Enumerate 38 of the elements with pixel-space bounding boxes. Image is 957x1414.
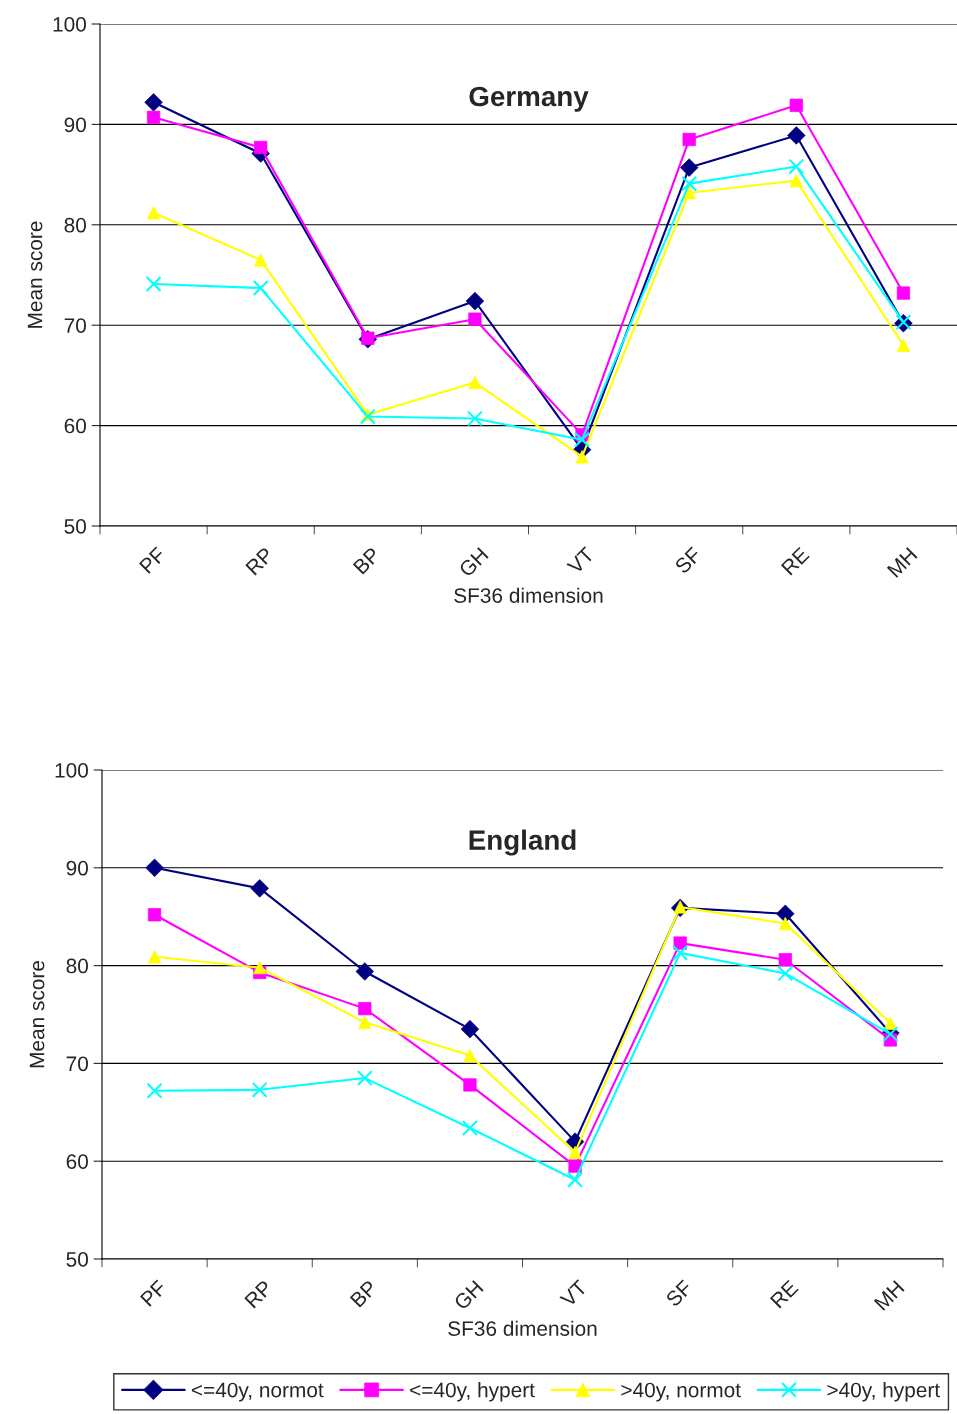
x-tick-label: MH (886, 547, 918, 578)
x-tick-label: SF (673, 546, 702, 575)
x-tick-label: PF (140, 1279, 168, 1307)
x-tick-label: SF (664, 1279, 693, 1308)
y-tick-label: 90 (66, 860, 88, 876)
text: Germany (469, 86, 589, 112)
x-tick-label: RP (245, 546, 274, 576)
x-tick-label: PF (139, 546, 167, 574)
y-tick-label: 60 (64, 418, 86, 434)
y-tick-label: 100 (55, 763, 88, 778)
x-tick-label: RP (244, 1279, 273, 1309)
y-tick-label: 50 (66, 1252, 88, 1267)
y-tick-label: 60 (66, 1154, 88, 1169)
y-axis-title: Mean score (27, 221, 43, 328)
x-tick-label: RE (780, 546, 810, 576)
x-tick-label: GH (458, 547, 489, 578)
y-tick-label: 80 (64, 217, 86, 233)
x-tick-label: VT (559, 1279, 588, 1308)
x-tick-label: VT (566, 546, 595, 575)
legend-label: <=40y, hypert (410, 1382, 535, 1402)
y-axis-title: Mean score (29, 961, 45, 1068)
x-tick-label: RE (769, 1279, 799, 1309)
y-tick-label: 100 (53, 17, 86, 32)
x-tick-label: BP (349, 1279, 378, 1308)
x-tick-label: GH (453, 1280, 484, 1311)
y-tick-label: 70 (64, 318, 86, 333)
y-tick-label: 70 (66, 1056, 88, 1072)
y-tick-label: 50 (64, 519, 86, 534)
legend-label: <=40y, normot (191, 1382, 324, 1402)
x-axis-title: SF36 dimension (454, 587, 603, 603)
legend-label: >40y, normot (621, 1382, 741, 1402)
y-tick-label: 90 (64, 117, 86, 133)
legend-label: >40y, hypert (827, 1382, 940, 1402)
x-axis-title: SF36 dimension (448, 1320, 597, 1336)
x-tick-label: BP (352, 546, 381, 575)
text: England (469, 829, 576, 856)
y-tick-label: 80 (66, 958, 88, 974)
x-tick-label: MH (873, 1280, 905, 1311)
